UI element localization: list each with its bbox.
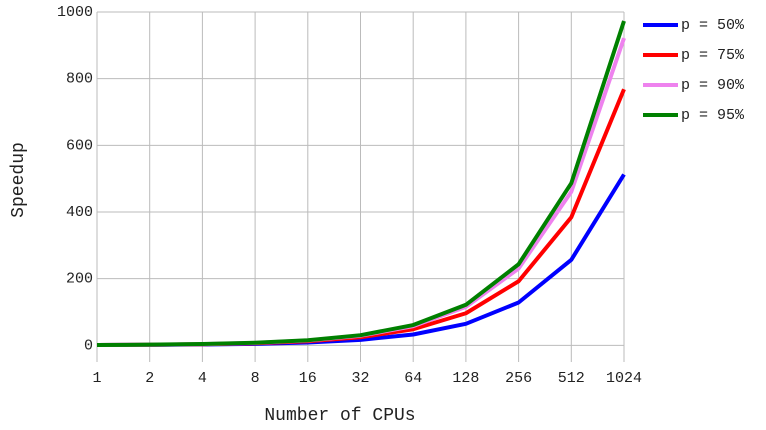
- x-tick-label: 1: [92, 370, 101, 387]
- y-tick-label: 800: [66, 71, 93, 88]
- legend-label: p = 95%: [681, 107, 745, 124]
- x-tick-label: 256: [505, 370, 532, 387]
- x-tick-label: 8: [251, 370, 260, 387]
- legend-label: p = 90%: [681, 77, 745, 94]
- x-tick-label: 16: [299, 370, 317, 387]
- series-line: [96, 20, 626, 347]
- x-tick-label: 512: [558, 370, 585, 387]
- x-tick-label: 32: [351, 370, 369, 387]
- legend-label: p = 75%: [681, 47, 745, 64]
- x-tick-label: 4: [198, 370, 207, 387]
- y-tick-label: 1000: [57, 4, 93, 21]
- y-tick-label: 600: [66, 137, 93, 154]
- y-tick-label: 0: [84, 337, 93, 354]
- y-tick-label: 400: [66, 204, 93, 221]
- x-tick-label: 2: [145, 370, 154, 387]
- x-tick-label: 128: [452, 370, 479, 387]
- y-axis-label: Speedup: [9, 142, 29, 218]
- legend-label: p = 50%: [681, 17, 745, 34]
- x-tick-label: 1024: [606, 370, 642, 387]
- x-tick-label: 64: [404, 370, 422, 387]
- y-tick-label: 200: [66, 271, 93, 288]
- x-axis-label: Number of CPUs: [264, 406, 415, 426]
